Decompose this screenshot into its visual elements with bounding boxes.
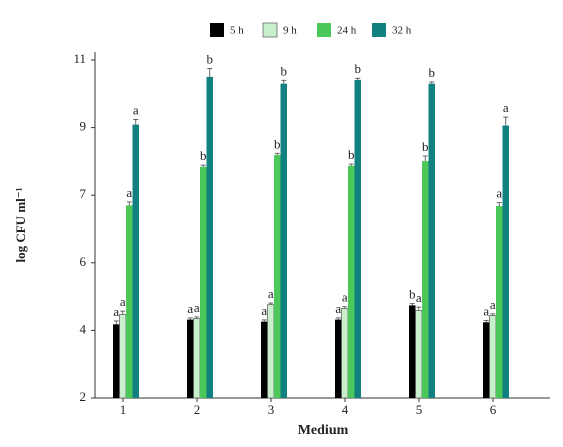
bar — [502, 125, 509, 399]
bar — [206, 76, 213, 399]
significance-label: a — [496, 186, 502, 201]
significance-label: a — [187, 301, 193, 316]
bar — [348, 165, 355, 398]
significance-label: a — [120, 294, 126, 309]
significance-label: b — [207, 51, 214, 66]
bar — [489, 315, 497, 399]
bar — [280, 83, 287, 398]
x-tick-label: 1 — [120, 402, 127, 417]
bar — [200, 166, 207, 398]
significance-label: a — [113, 304, 119, 319]
x-tick-label: 4 — [342, 402, 349, 417]
bar — [496, 206, 503, 398]
bar — [267, 304, 275, 399]
legend-swatch — [372, 23, 386, 37]
significance-label: a — [268, 286, 274, 301]
bar — [132, 124, 139, 399]
bar — [354, 79, 361, 398]
significance-label: b — [422, 139, 429, 154]
significance-label: a — [261, 303, 267, 318]
legend-label: 24 h — [337, 25, 357, 37]
bar — [483, 322, 490, 398]
legend-label: 5 h — [230, 25, 244, 37]
y-tick-label: 4 — [80, 321, 87, 336]
x-axis-label: Medium — [298, 423, 349, 438]
legend-swatch — [210, 23, 224, 37]
significance-label: a — [490, 297, 496, 312]
x-tick-label: 5 — [416, 402, 423, 417]
bar — [428, 83, 435, 398]
significance-label: b — [281, 63, 288, 78]
significance-label: b — [274, 136, 281, 151]
bar — [415, 310, 423, 399]
legend-swatch — [317, 23, 331, 37]
legend-label: 32 h — [392, 25, 412, 37]
y-tick-label: 6 — [80, 254, 87, 269]
y-tick-label: 11 — [73, 51, 86, 66]
x-tick-label: 6 — [490, 402, 497, 417]
significance-label: b — [200, 148, 207, 163]
significance-label: a — [194, 300, 200, 315]
bar — [261, 321, 268, 398]
y-tick-label: 7 — [80, 186, 87, 201]
significance-label: a — [335, 301, 341, 316]
x-tick-label: 2 — [194, 402, 201, 417]
significance-label: a — [416, 290, 422, 305]
legend-label: 9 h — [283, 25, 297, 37]
significance-label: b — [429, 65, 436, 80]
x-tick-label: 3 — [268, 402, 275, 417]
bar — [409, 305, 416, 398]
bar — [422, 161, 429, 398]
significance-label: a — [503, 100, 509, 115]
bar — [113, 324, 120, 398]
significance-label: a — [133, 102, 139, 117]
significance-label: b — [409, 287, 416, 302]
legend-swatch — [262, 22, 278, 38]
y-tick-label: 9 — [80, 119, 87, 134]
significance-label: b — [355, 61, 362, 76]
bar — [119, 314, 127, 399]
bar — [335, 319, 342, 398]
bar — [341, 308, 349, 399]
bar — [193, 318, 201, 399]
significance-label: a — [483, 304, 489, 319]
bar — [187, 319, 194, 398]
significance-label: b — [348, 147, 355, 162]
bar — [274, 154, 281, 398]
significance-label: a — [342, 290, 348, 305]
significance-label: a — [126, 185, 132, 200]
y-tick-label: 2 — [80, 389, 87, 404]
y-axis-label: log CFU ml⁻¹ — [13, 187, 28, 262]
bar — [126, 205, 133, 398]
